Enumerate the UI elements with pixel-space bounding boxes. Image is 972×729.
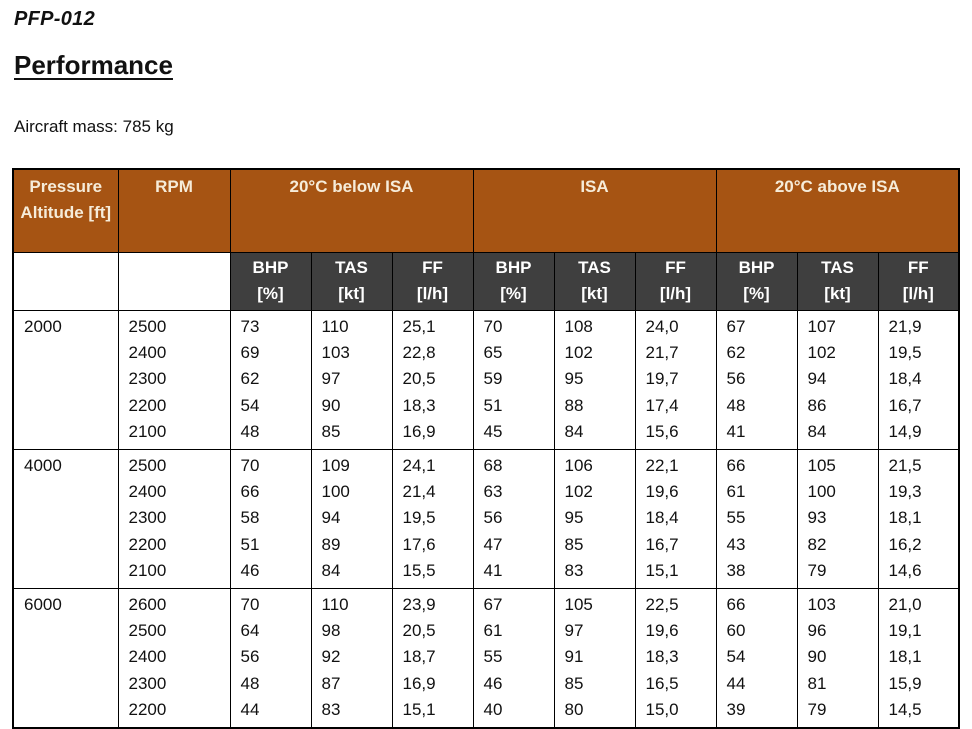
sub-header-below-isa-ff: FF [l/h] [391, 252, 474, 311]
isa-ff-cell: 24,0 21,7 19,7 17,4 15,6 [634, 309, 717, 451]
altitude-cell: 4000 [12, 449, 119, 590]
above-isa-bhp-cell: 67 62 56 48 41 [715, 309, 798, 451]
sub-header-isa-tas: TAS [kt] [553, 252, 636, 311]
isa-bhp-cell: 70 65 59 51 45 [472, 309, 555, 451]
rpm-cell: 2500 2400 2300 2200 2100 [117, 449, 231, 590]
below-isa-bhp-cell: 70 64 56 48 44 [229, 588, 312, 729]
performance-table-body: 2000 2500 2400 2300 2200 2100 73 69 62 54 … [12, 309, 960, 729]
above-isa-tas-cell: 105 100 93 82 79 [796, 449, 879, 590]
above-isa-ff-cell: 21,5 19,3 18,1 16,2 14,6 [877, 449, 960, 590]
altitude-block-row: 2000 2500 2400 2300 2200 2100 73 69 62 54 … [12, 309, 960, 451]
below-isa-tas-cell: 110 103 97 90 85 [310, 309, 393, 451]
isa-tas-cell: 108 102 95 88 84 [553, 309, 636, 451]
doc-code: PFP-012 [14, 8, 96, 30]
performance-table: Pressure Altitude [ft] RPM 20°C below IS… [12, 168, 961, 729]
below-isa-ff-cell: 25,1 22,8 20,5 18,3 16,9 [391, 309, 474, 451]
altitude-block-row: 6000 2600 2500 2400 2300 2200 70 64 56 48 … [12, 588, 960, 729]
rpm-cell: 2600 2500 2400 2300 2200 [117, 588, 231, 729]
altitude-cell: 6000 [12, 588, 119, 729]
above-isa-ff-cell: 21,0 19,1 18,1 15,9 14,5 [877, 588, 960, 729]
sub-header-above-isa-tas: TAS [kt] [796, 252, 879, 311]
altitude-cell: 2000 [12, 309, 119, 451]
isa-ff-cell: 22,5 19,6 18,3 16,5 15,0 [634, 588, 717, 729]
isa-bhp-cell: 68 63 56 47 41 [472, 449, 555, 590]
col-header-rpm: RPM [117, 168, 231, 253]
page-title: Performance [14, 50, 173, 80]
below-isa-bhp-cell: 70 66 58 51 46 [229, 449, 312, 590]
main-header-row: Pressure Altitude [ft] RPM 20°C below IS… [12, 168, 960, 253]
sub-header-isa-ff: FF [l/h] [634, 252, 717, 311]
sub-header-above-isa-bhp: BHP [%] [715, 252, 798, 311]
below-isa-tas-cell: 110 98 92 87 83 [310, 588, 393, 729]
above-isa-ff-cell: 21,9 19,5 18,4 16,7 14,9 [877, 309, 960, 451]
above-isa-bhp-cell: 66 60 54 44 39 [715, 588, 798, 729]
above-isa-tas-cell: 103 96 90 81 79 [796, 588, 879, 729]
aircraft-mass-text: Aircraft mass: 785 kg [14, 117, 174, 136]
sub-header-row: BHP [%] TAS [kt] FF [l/h] BHP [%] TAS [k… [12, 252, 960, 311]
below-isa-ff-cell: 24,1 21,4 19,5 17,6 15,5 [391, 449, 474, 590]
sub-header-above-isa-ff: FF [l/h] [877, 252, 960, 311]
group-header-below-isa: 20°C below ISA [229, 168, 474, 253]
above-isa-bhp-cell: 66 61 55 43 38 [715, 449, 798, 590]
below-isa-bhp-cell: 73 69 62 54 48 [229, 309, 312, 451]
group-header-isa: ISA [472, 168, 717, 253]
above-isa-tas-cell: 107 102 94 86 84 [796, 309, 879, 451]
altitude-block-row: 4000 2500 2400 2300 2200 2100 70 66 58 51 … [12, 449, 960, 590]
below-isa-tas-cell: 109 100 94 89 84 [310, 449, 393, 590]
rpm-cell: 2500 2400 2300 2200 2100 [117, 309, 231, 451]
below-isa-ff-cell: 23,9 20,5 18,7 16,9 15,1 [391, 588, 474, 729]
sub-header-below-isa-bhp: BHP [%] [229, 252, 312, 311]
isa-tas-cell: 106 102 95 85 83 [553, 449, 636, 590]
sub-header-below-isa-tas: TAS [kt] [310, 252, 393, 311]
isa-tas-cell: 105 97 91 85 80 [553, 588, 636, 729]
sub-header-isa-bhp: BHP [%] [472, 252, 555, 311]
isa-ff-cell: 22,1 19,6 18,4 16,7 15,1 [634, 449, 717, 590]
col-header-pressure-altitude: Pressure Altitude [ft] [12, 168, 119, 253]
isa-bhp-cell: 67 61 55 46 40 [472, 588, 555, 729]
sub-header-blank-rpm [117, 252, 231, 311]
sub-header-blank-altitude [12, 252, 119, 311]
group-header-above-isa: 20°C above ISA [715, 168, 960, 253]
